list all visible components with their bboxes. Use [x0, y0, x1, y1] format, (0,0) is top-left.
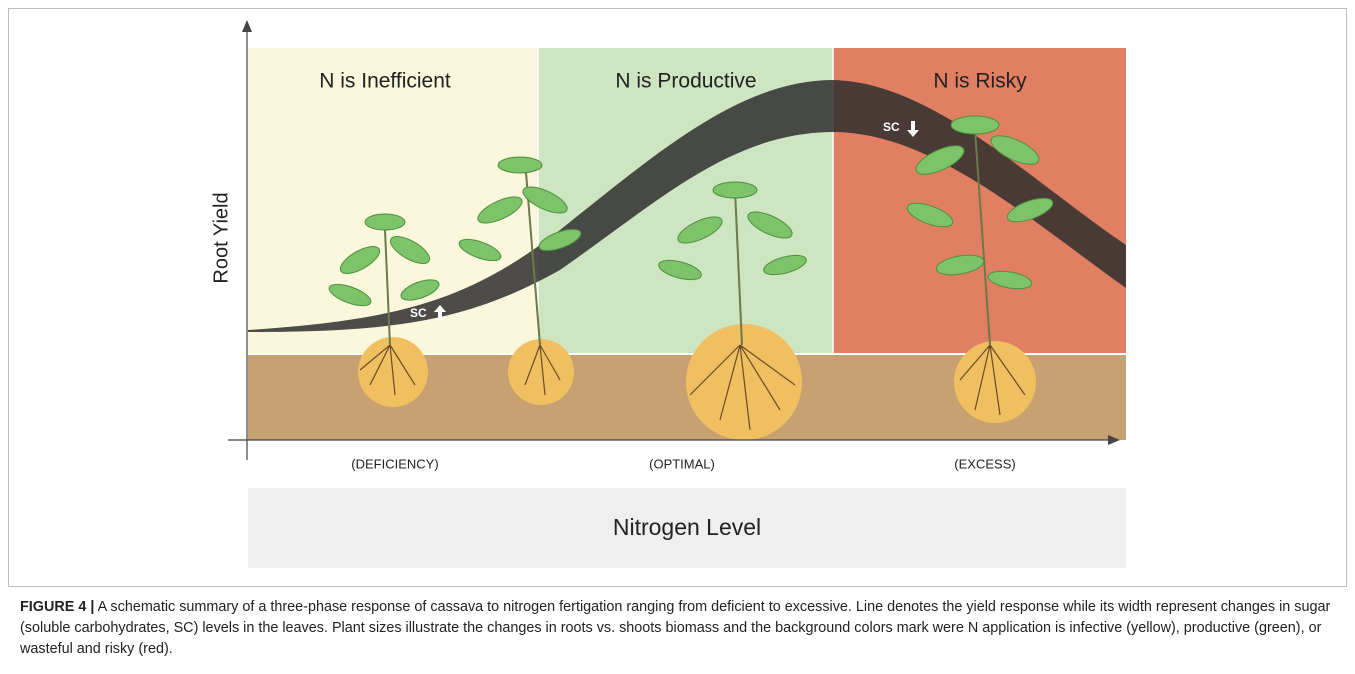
caption: FIGURE 4 | A schematic summary of a thre… — [20, 597, 1338, 660]
zone-title: N is Inefficient — [319, 70, 451, 93]
zone-title: N is Productive — [615, 70, 756, 93]
sc-label: SC — [883, 120, 900, 134]
caption-text: A schematic summary of a three-phase res… — [20, 599, 1330, 657]
zone-yellow — [248, 48, 538, 354]
page: N is Inefficient N is Productive N is Ri… — [0, 0, 1355, 674]
y-axis-label: Root Yield — [210, 192, 232, 283]
y-arrow — [242, 20, 252, 32]
figure: N is Inefficient N is Productive N is Ri… — [0, 0, 1355, 590]
x-level: (DEFICIENCY) — [351, 456, 438, 471]
caption-label: FIGURE 4 | — [20, 599, 94, 615]
sc-label: SC — [410, 306, 427, 320]
x-level: (OPTIMAL) — [649, 456, 715, 471]
x-axis-title: Nitrogen Level — [613, 514, 761, 540]
root-ball — [508, 339, 574, 405]
zone-title: N is Risky — [933, 70, 1027, 93]
x-level: (EXCESS) — [954, 456, 1015, 471]
